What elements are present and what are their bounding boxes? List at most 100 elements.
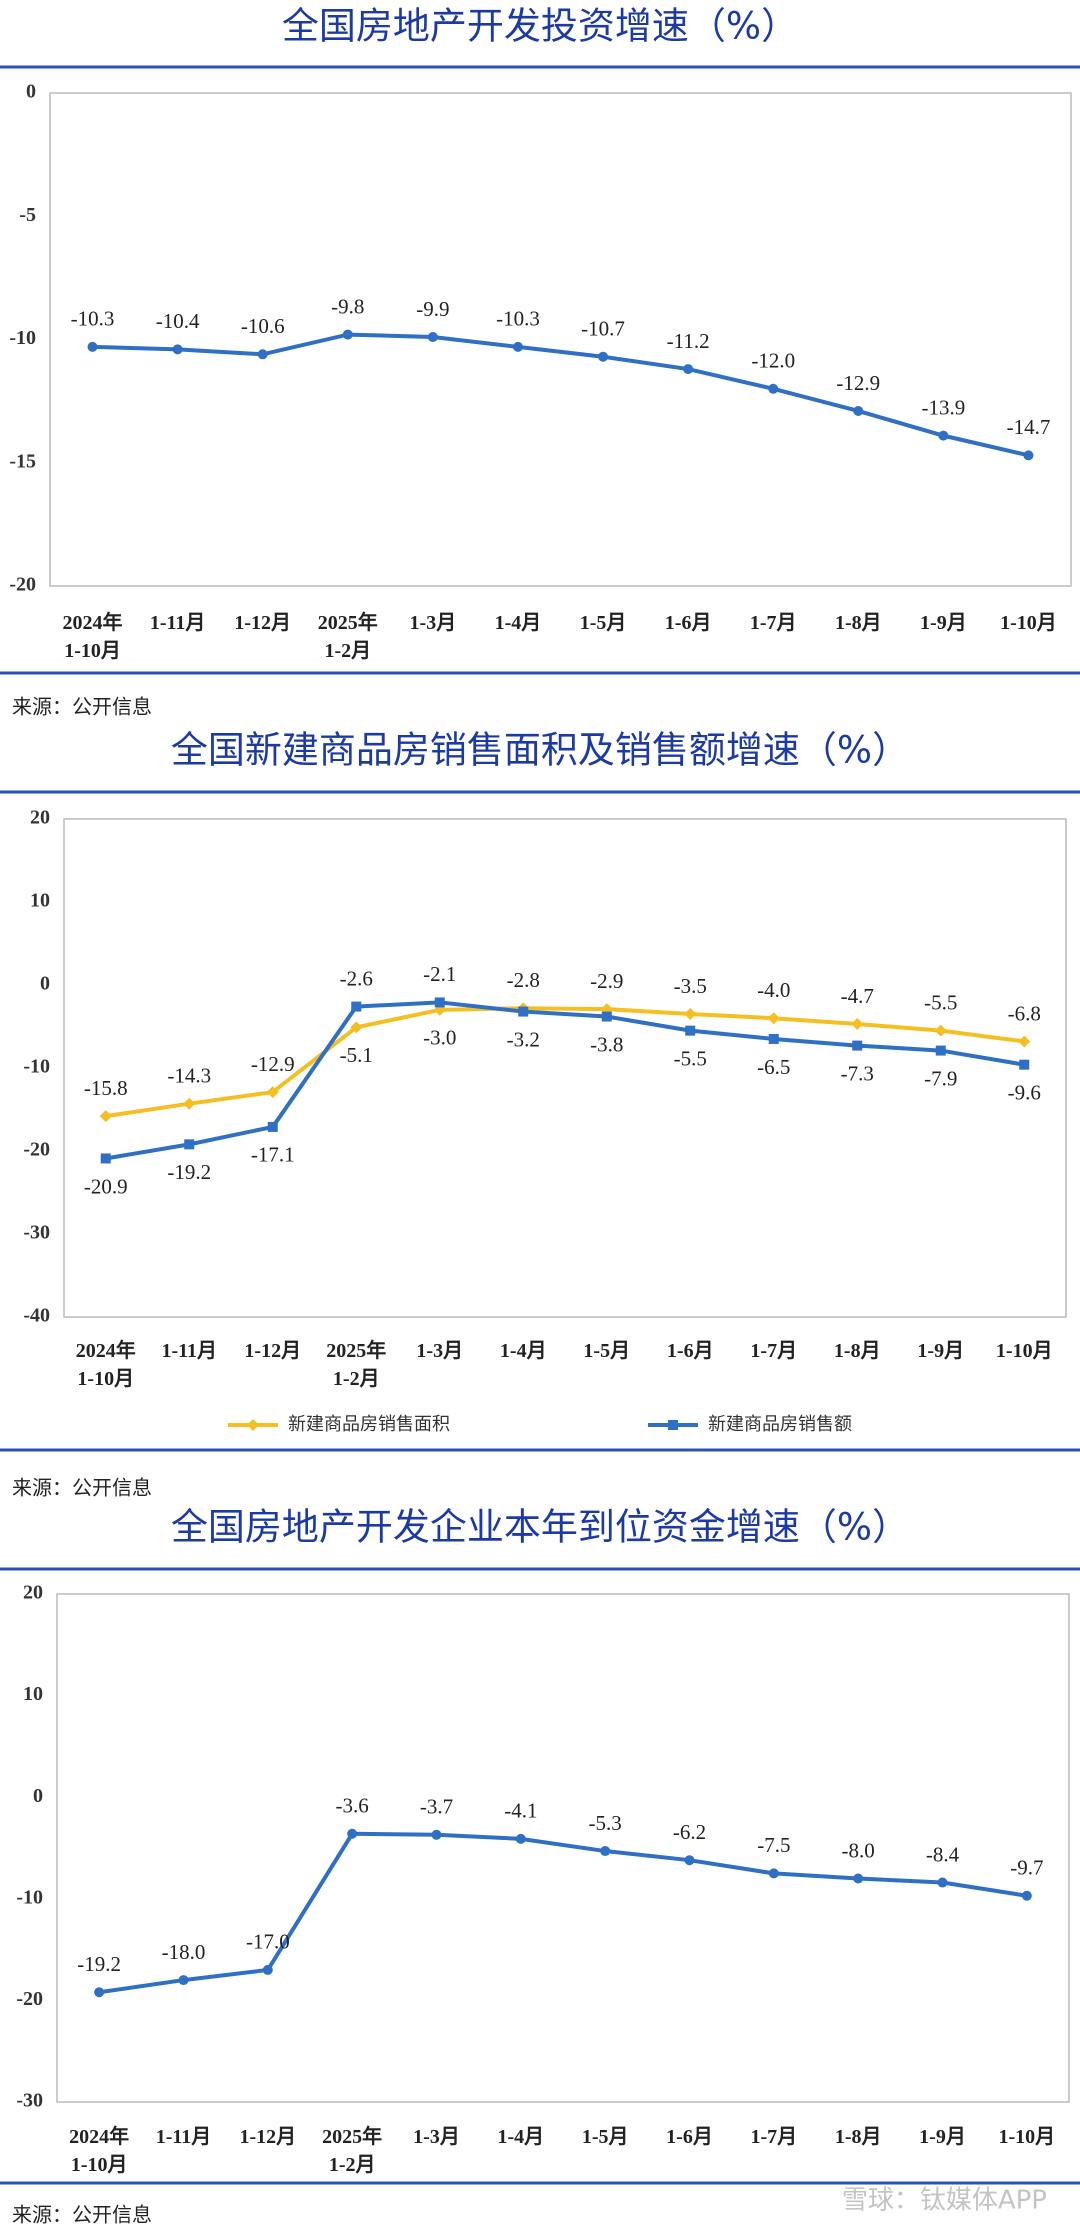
marker [350,1021,363,1034]
y-tick-label: 20 [23,1582,43,1604]
marker [935,1045,946,1056]
x-tick-label: 1-5月 [579,612,627,634]
x-tick-label: 1-5月 [583,1340,631,1362]
data-label: -10.3 [496,307,540,331]
data-label: -9.7 [1010,1856,1043,1880]
marker [184,1139,195,1150]
data-label: -2.1 [423,962,456,986]
marker [768,1033,779,1044]
data-label: -8.4 [926,1842,960,1866]
marker [87,341,98,352]
marker [100,1153,111,1164]
legend-marker [247,1419,259,1431]
x-tick-label: 1-6月 [666,2126,713,2148]
x-tick-label: 2024年 1-10月 [75,1340,136,1390]
marker [768,383,779,394]
y-tick-label: -40 [23,1305,50,1327]
data-label: -2.6 [340,966,373,990]
data-label: -12.0 [751,349,795,373]
data-label: -5.1 [340,1043,373,1067]
marker [515,1833,526,1844]
marker [684,1855,695,1866]
data-label: -9.8 [331,294,364,318]
x-tick-label: 1-3月 [413,2126,460,2148]
y-tick-label: -10 [23,1056,50,1078]
x-tick-label: 1-10月 [995,1340,1053,1362]
x-tick-label: 1-8月 [833,1340,881,1362]
chart-title: 全国新建商品房销售面积及销售额增速（%） [171,729,909,772]
data-label: -15.8 [84,1076,128,1100]
y-tick-label: -10 [16,1886,43,1908]
chart-title: 全国房地产开发投资增速（%） [282,5,798,48]
x-tick-label: 1-7月 [750,1340,798,1362]
marker [172,344,183,355]
source-note: 来源：公开信息 [12,695,152,719]
marker [434,997,445,1008]
x-tick-label: 2025年 1-2月 [317,612,378,662]
x-tick-label: 1-3月 [416,1340,464,1362]
data-label: -10.4 [156,309,200,333]
line [98,1831,1028,1995]
x-tick-label: 1-10月 [998,2126,1056,2148]
marker [683,364,694,375]
marker [853,1873,864,1884]
data-label: -14.3 [167,1064,211,1088]
marker [266,1086,279,1099]
legend-label: 新建商品房销售面积 [288,1414,450,1435]
data-label: -18.0 [162,1940,206,1964]
marker [598,351,609,362]
data-label: -3.7 [420,1795,453,1819]
marker [342,329,353,340]
data-label: -4.7 [841,984,874,1008]
data-label: -10.6 [241,314,285,338]
x-tick-label: 1-8月 [834,612,882,634]
marker [99,1110,112,1123]
data-label: -9.9 [416,297,449,321]
x-tick-label: 1-12月 [239,2126,297,2148]
data-label: -7.5 [757,1833,790,1857]
data-label: -5.3 [589,1811,622,1835]
data-label: -3.0 [423,1026,456,1050]
marker [1018,1035,1031,1048]
data-label: -6.8 [1008,1001,1041,1025]
x-tick-label: 1-7月 [749,612,797,634]
line [92,332,1029,458]
marker [851,1018,864,1031]
data-label: -14.7 [1007,415,1051,439]
chart-title: 全国房地产开发企业本年到位资金增速（%） [171,1506,909,1549]
data-label: -7.9 [924,1066,957,1090]
line [105,1006,1025,1119]
y-tick-label: -15 [9,450,36,472]
plot-area [49,92,1072,587]
data-label: -10.7 [581,317,625,341]
data-label: -20.9 [84,1174,128,1198]
x-tick-label: 2024年 1-10月 [62,612,123,662]
marker [178,1975,189,1986]
data-label: -2.9 [590,969,623,993]
y-tick-label: -20 [16,1988,43,2010]
data-label: -2.8 [507,968,540,992]
x-tick-label: 1-11月 [155,2126,212,2148]
x-tick-label: 1-9月 [917,1340,965,1362]
x-tick-label: 2025年 1-2月 [326,1340,387,1390]
data-label: -6.5 [757,1055,790,1079]
marker [853,405,864,416]
marker [512,341,523,352]
legend-marker [668,1420,678,1430]
data-label: -4.0 [757,978,790,1002]
marker [518,1006,529,1017]
x-tick-label: 1-7月 [750,2126,798,2148]
marker [1023,450,1034,461]
marker [600,1846,611,1857]
marker [934,1024,947,1037]
plot-area [63,818,1067,1318]
x-tick-label: 1-11月 [161,1340,218,1362]
data-label: -19.2 [77,1952,121,1976]
marker [427,332,438,343]
source-note: 来源：公开信息 [12,1476,152,1500]
data-label: -3.8 [590,1032,623,1056]
marker [852,1040,863,1051]
data-label: -12.9 [836,371,880,395]
